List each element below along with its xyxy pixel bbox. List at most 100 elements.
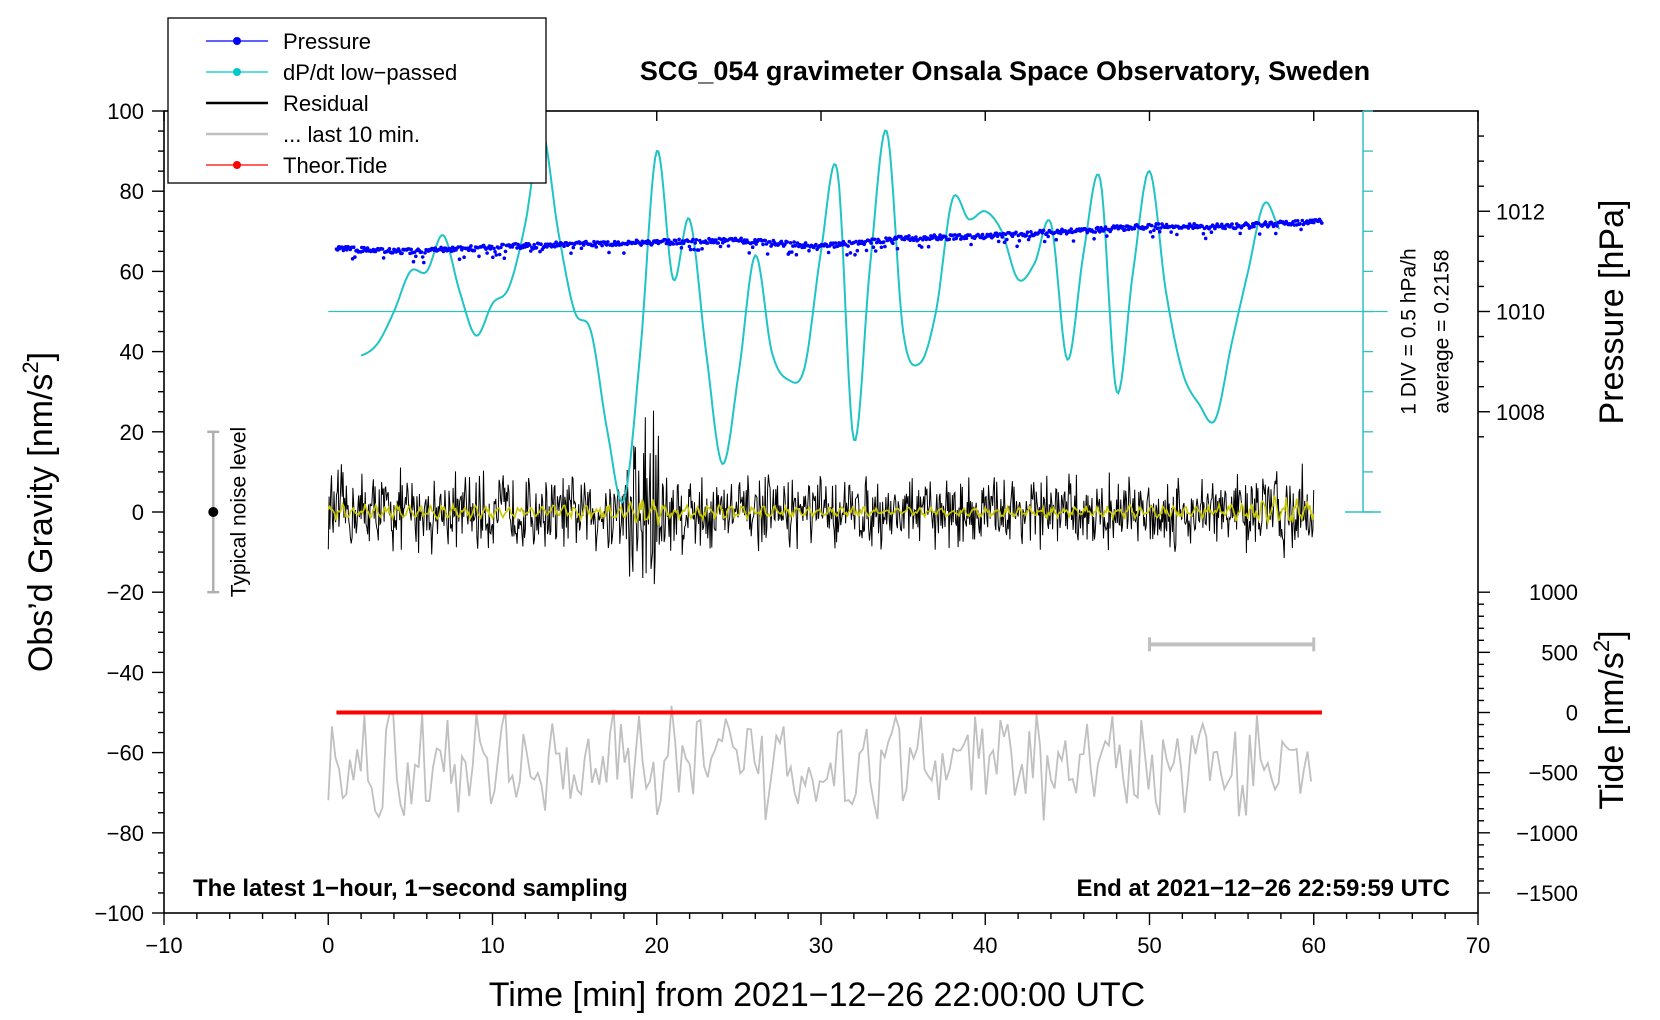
pressure-point	[501, 242, 506, 247]
pressure-point	[1320, 221, 1324, 225]
pressure-point	[604, 243, 609, 247]
pressure-point	[411, 259, 416, 264]
pressure-point	[1028, 234, 1032, 239]
pressure-point	[996, 239, 1001, 244]
pressure-point	[687, 244, 692, 249]
pressure-point	[750, 245, 755, 249]
x-tick-label: 30	[809, 933, 833, 958]
pressure-point	[807, 248, 811, 253]
pressure-point	[1169, 230, 1173, 234]
legend-label: Pressure	[283, 29, 371, 54]
pressure-point	[539, 242, 543, 246]
pressure-point	[855, 248, 860, 253]
x-tick-label: 0	[322, 933, 334, 958]
pressure-point	[472, 248, 477, 253]
x-tick-label: 70	[1466, 933, 1490, 958]
pressure-point	[1155, 226, 1160, 231]
residual-smoothed-line	[327, 495, 1315, 526]
pressure-point	[714, 238, 718, 242]
dpdt-average-label: average = 0.2158	[1430, 250, 1453, 414]
bottom-left-note: The latest 1−hour, 1−second sampling	[193, 875, 628, 902]
pressure-point	[895, 246, 900, 251]
pressure-point	[607, 250, 611, 255]
pressure-point	[995, 234, 1000, 238]
pressure-point	[1223, 226, 1227, 231]
pressure-point	[696, 248, 701, 252]
pressure-point	[872, 237, 877, 242]
pressure-point	[1257, 232, 1262, 236]
pressure-point	[1298, 222, 1302, 226]
pressure-point	[845, 253, 849, 257]
pressure-point	[793, 243, 797, 248]
x-axis-title: Time [min] from 2021−12−26 22:00:00 UTC	[489, 976, 1145, 1014]
y-tick-label: −100	[94, 901, 144, 926]
pressure-point	[527, 243, 532, 247]
y-tick-label: −40	[107, 660, 144, 685]
pressure-point	[1299, 227, 1303, 232]
pressure-point	[700, 247, 704, 251]
pressure-point	[1041, 228, 1046, 233]
noise-label: Typical noise level	[227, 427, 250, 597]
pressure-point	[914, 235, 918, 239]
pressure-point	[1275, 224, 1279, 228]
pressure-point	[869, 241, 873, 245]
pressure-point	[529, 249, 533, 253]
tide-tick-label: −1000	[1516, 821, 1578, 846]
legend-label: dP/dt low−passed	[283, 60, 457, 85]
pressure-point	[679, 246, 684, 250]
pressure-point	[414, 254, 418, 259]
pressure-point	[691, 237, 695, 242]
pressure-point	[969, 242, 973, 247]
legend-label: Theor.Tide	[283, 153, 387, 178]
pressure-point	[409, 247, 414, 252]
pressure-point	[688, 247, 693, 252]
pressure-point	[814, 242, 818, 247]
pressure-point	[968, 233, 972, 237]
pressure-point	[944, 235, 948, 239]
pressure-point	[1123, 228, 1127, 232]
pressure-point	[726, 244, 731, 248]
pressure-point	[883, 244, 887, 249]
pressure-point	[351, 245, 356, 249]
pressure-point	[462, 255, 466, 259]
pressure-point	[794, 252, 799, 257]
pressure-point	[947, 237, 952, 242]
pressure-point	[1274, 231, 1278, 236]
pressure-point	[1157, 229, 1162, 234]
pressure-point	[881, 240, 886, 244]
pressure-point	[1175, 232, 1179, 237]
pressure-point	[673, 238, 678, 243]
pressure-point	[785, 240, 789, 244]
pressure-point	[988, 232, 993, 237]
pressure-points	[334, 217, 1324, 265]
pressure-point	[600, 243, 604, 248]
pressure-point	[686, 239, 691, 244]
pressure-point	[400, 251, 404, 256]
pressure-point	[964, 236, 969, 240]
pressure-point	[826, 250, 831, 255]
pressure-point	[783, 242, 787, 247]
pressure-point	[678, 241, 682, 245]
pressure-point	[1095, 225, 1100, 230]
pressure-point	[593, 242, 597, 246]
pressure-point	[1156, 222, 1161, 226]
pressure-point	[380, 247, 385, 251]
pressure-point	[693, 241, 697, 245]
pressure-point	[1152, 228, 1156, 233]
pressure-point	[873, 249, 878, 253]
pressure-point	[422, 260, 426, 265]
y-tick-label: 60	[120, 259, 144, 284]
pressure-point	[706, 241, 710, 245]
pressure-point	[1209, 230, 1214, 234]
pressure-point	[491, 255, 495, 260]
legend-marker	[233, 161, 241, 169]
pressure-point	[579, 246, 584, 251]
y-tick-label: −20	[107, 580, 144, 605]
pressure-point	[1071, 239, 1076, 243]
pressure-point	[502, 256, 507, 261]
pressure-point	[1000, 235, 1004, 239]
pressure-point	[562, 244, 566, 248]
x-tick-label: 40	[973, 933, 997, 958]
pressure-point	[768, 240, 772, 244]
